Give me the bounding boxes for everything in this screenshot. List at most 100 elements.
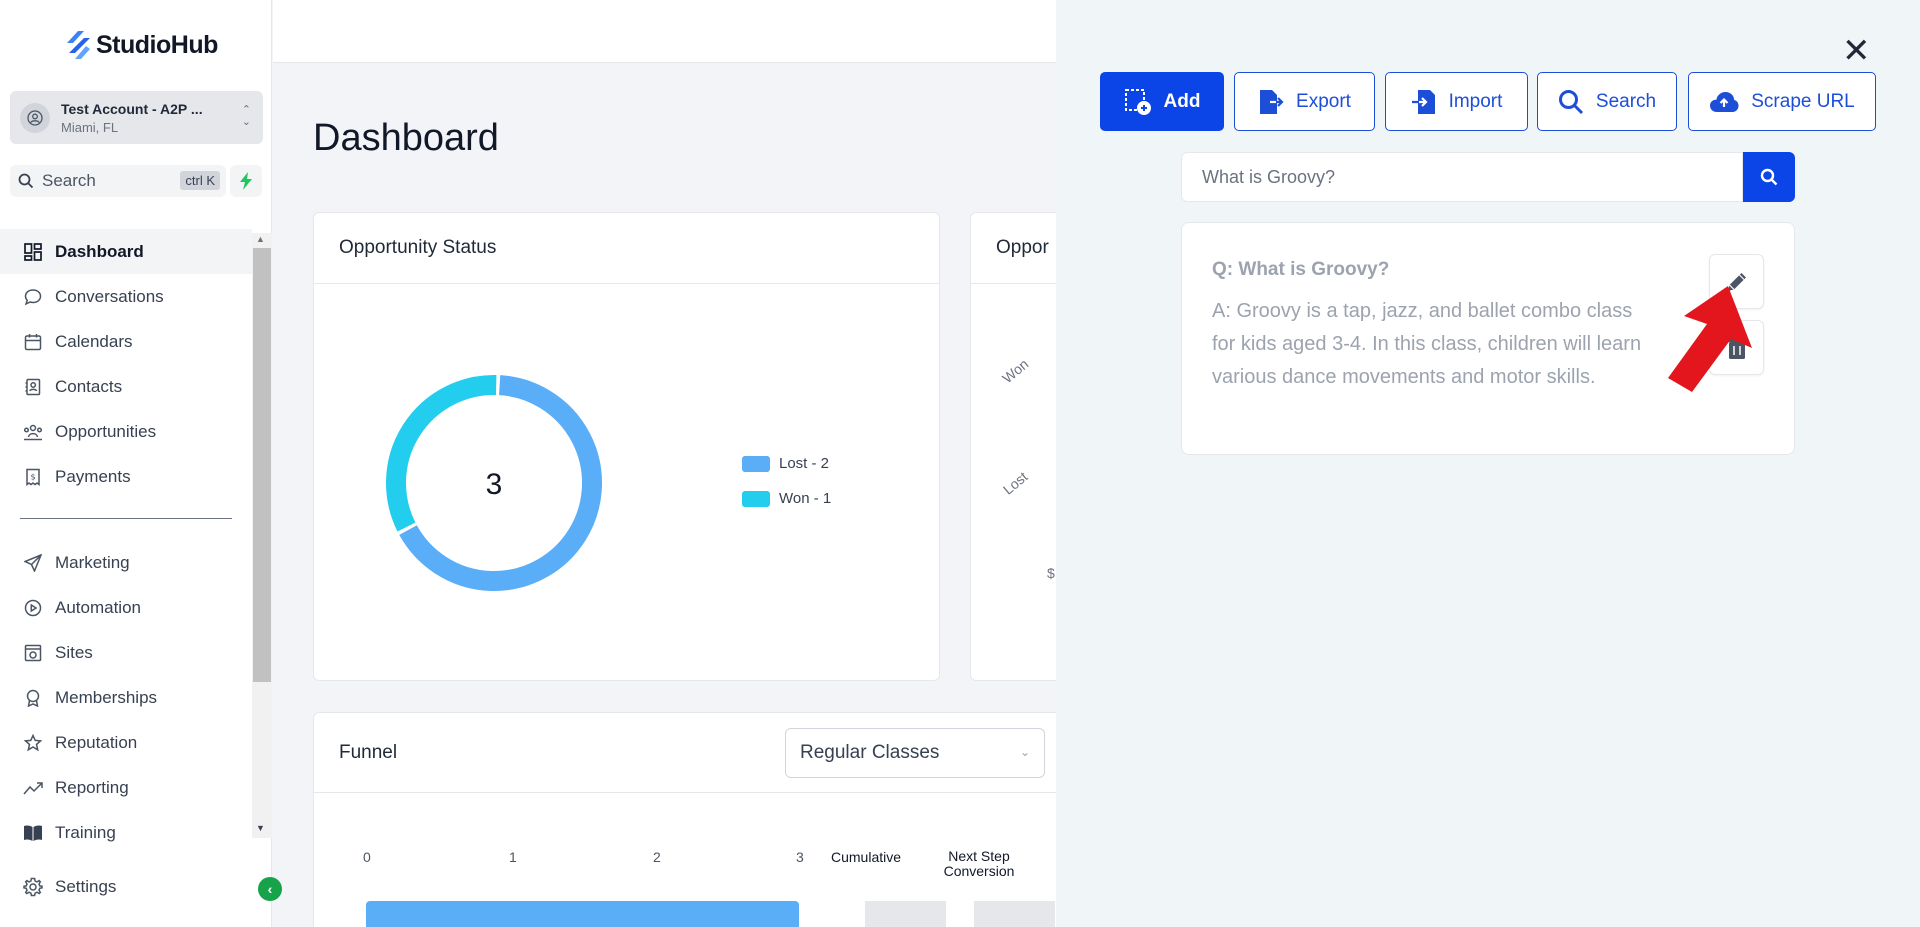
donut-slice-won[interactable] bbox=[386, 375, 497, 532]
nav-label: Reputation bbox=[55, 732, 138, 752]
legend-label-lost: Lost - 2 bbox=[779, 455, 830, 472]
legend-swatch-lost bbox=[742, 455, 770, 472]
search-icon bbox=[1558, 89, 1583, 114]
donut-center-total: 3 bbox=[486, 468, 503, 501]
nav-label: Settings bbox=[55, 876, 117, 896]
card-title: Oppor bbox=[996, 237, 1049, 258]
export-button-label: Export bbox=[1296, 90, 1351, 112]
funnel-conversion-cell bbox=[974, 901, 1055, 927]
axis-label-lost: Lost bbox=[999, 468, 1031, 498]
quick-actions-button[interactable] bbox=[230, 165, 262, 197]
axis-label-won: Won bbox=[999, 355, 1032, 387]
chevron-updown-icon: ⌃ ⌄ bbox=[241, 104, 251, 128]
legend-label-won: Won - 1 bbox=[779, 490, 832, 507]
search-icon bbox=[1760, 168, 1778, 186]
nav-item-marketing[interactable]: Marketing bbox=[0, 540, 252, 585]
nav-item-settings[interactable]: Settings bbox=[0, 864, 252, 909]
nav-label: Marketing bbox=[55, 552, 130, 572]
studiohub-logo-icon bbox=[67, 31, 90, 59]
search-label: Search bbox=[42, 171, 96, 190]
chat-icon bbox=[22, 286, 44, 308]
import-file-icon bbox=[1411, 89, 1435, 114]
import-button[interactable]: Import bbox=[1385, 72, 1528, 131]
funnel-col-next-step-line2: Conversion bbox=[943, 863, 1015, 879]
export-button[interactable]: Export bbox=[1234, 72, 1375, 131]
dashboard-icon bbox=[22, 241, 44, 263]
nav-item-training[interactable]: Training bbox=[0, 810, 252, 855]
nav-label: Calendars bbox=[55, 331, 133, 351]
nav-label: Memberships bbox=[55, 687, 158, 707]
secondary-nav: Marketing Automation Sites Memberships R… bbox=[0, 540, 252, 855]
funnel-card: Funnel 0 1 2 3 Cumulative Next Step Conv… bbox=[313, 712, 1093, 927]
nav-label: Contacts bbox=[55, 376, 123, 396]
sidebar-scroll-thumb[interactable] bbox=[253, 248, 271, 682]
knowledge-search-input[interactable]: What is Groovy? bbox=[1181, 152, 1743, 202]
card-header: Oppor bbox=[971, 213, 1090, 284]
brand-logo[interactable]: StudioHub bbox=[64, 30, 218, 60]
nav-item-dashboard[interactable]: Dashboard bbox=[0, 229, 252, 274]
scroll-down-arrow-icon[interactable]: ▼ bbox=[256, 823, 265, 833]
scrape-url-button[interactable]: Scrape URL bbox=[1688, 72, 1876, 131]
cloud-upload-icon bbox=[1710, 91, 1739, 112]
nav-label: Reporting bbox=[55, 777, 129, 797]
calendar-icon bbox=[22, 331, 44, 353]
settings-nav: Settings bbox=[0, 864, 252, 909]
funnel-cumulative-cell bbox=[865, 901, 946, 927]
import-button-label: Import bbox=[1448, 90, 1503, 112]
scroll-up-arrow-icon[interactable]: ▲ bbox=[256, 234, 265, 244]
close-icon[interactable]: ✕ bbox=[1842, 32, 1871, 70]
knowledge-search-value: What is Groovy? bbox=[1202, 166, 1336, 187]
sidebar-search[interactable]: Search ctrl K bbox=[10, 165, 226, 197]
pencil-icon bbox=[1727, 272, 1746, 291]
add-button[interactable]: Add bbox=[1100, 72, 1224, 131]
nav-item-reputation[interactable]: Reputation bbox=[0, 720, 252, 765]
nav-item-reporting[interactable]: Reporting bbox=[0, 765, 252, 810]
funnel-col-next-step: Next Step Conversion bbox=[934, 849, 1024, 879]
nav-item-payments[interactable]: $ Payments bbox=[0, 454, 252, 499]
search-shortcut: ctrl K bbox=[180, 171, 220, 190]
annotation-arrow-icon bbox=[1668, 286, 1752, 392]
contacts-icon bbox=[22, 376, 44, 398]
send-icon bbox=[22, 552, 44, 574]
funnel-tick-2: 2 bbox=[653, 849, 661, 865]
nav-item-sites[interactable]: Sites bbox=[0, 630, 252, 675]
legend-item-won[interactable]: Won - 1 bbox=[742, 490, 831, 507]
donut-slice-lost[interactable] bbox=[399, 375, 602, 591]
nav-item-contacts[interactable]: Contacts bbox=[0, 364, 252, 409]
search-button[interactable]: Search bbox=[1537, 72, 1677, 131]
card-title: Opportunity Status bbox=[339, 237, 497, 258]
main-content: Dashboard Opportunity Status 3 Lost - 2 … bbox=[273, 0, 1093, 927]
nav-label: Conversations bbox=[55, 286, 164, 306]
nav-label: Payments bbox=[55, 466, 131, 486]
export-file-icon bbox=[1260, 89, 1284, 114]
card-title: Funnel bbox=[339, 741, 398, 763]
card-header: Opportunity Status bbox=[314, 213, 939, 284]
account-location: Miami, FL bbox=[61, 119, 119, 135]
account-switcher[interactable]: Test Account - A2P ... Miami, FL ⌃ ⌄ bbox=[10, 91, 263, 144]
badge-icon bbox=[22, 687, 44, 709]
pipeline-select[interactable]: Regular Classes ⌄ bbox=[785, 728, 1045, 778]
opportunity-donut-chart: 3 bbox=[386, 375, 602, 591]
nav-item-calendars[interactable]: Calendars bbox=[0, 319, 252, 364]
knowledge-search-submit[interactable] bbox=[1743, 152, 1795, 202]
nav-label: Dashboard bbox=[55, 241, 144, 261]
nav-item-automation[interactable]: Automation bbox=[0, 585, 252, 630]
nav-item-opportunities[interactable]: Opportunities bbox=[0, 409, 252, 454]
brand-name: StudioHub bbox=[96, 30, 218, 59]
funnel-col-cumulative: Cumulative bbox=[830, 849, 902, 865]
primary-nav: Dashboard Conversations Calendars Contac… bbox=[0, 229, 252, 499]
nav-label: Training bbox=[55, 822, 116, 842]
legend-swatch-won bbox=[742, 490, 770, 507]
knowledge-base-panel bbox=[1056, 0, 1920, 927]
chevron-down-icon: ⌄ bbox=[1019, 745, 1030, 759]
star-icon bbox=[22, 732, 44, 754]
scrape-url-button-label: Scrape URL bbox=[1751, 90, 1855, 112]
payments-icon: $ bbox=[22, 466, 44, 488]
nav-item-memberships[interactable]: Memberships bbox=[0, 675, 252, 720]
legend-item-lost[interactable]: Lost - 2 bbox=[742, 455, 829, 472]
svg-text:$: $ bbox=[30, 472, 35, 481]
nav-item-conversations[interactable]: Conversations bbox=[0, 274, 252, 319]
funnel-bar[interactable] bbox=[366, 901, 799, 927]
card-header: Funnel bbox=[314, 713, 1093, 793]
collapse-sidebar-button[interactable]: ‹ bbox=[258, 877, 282, 901]
